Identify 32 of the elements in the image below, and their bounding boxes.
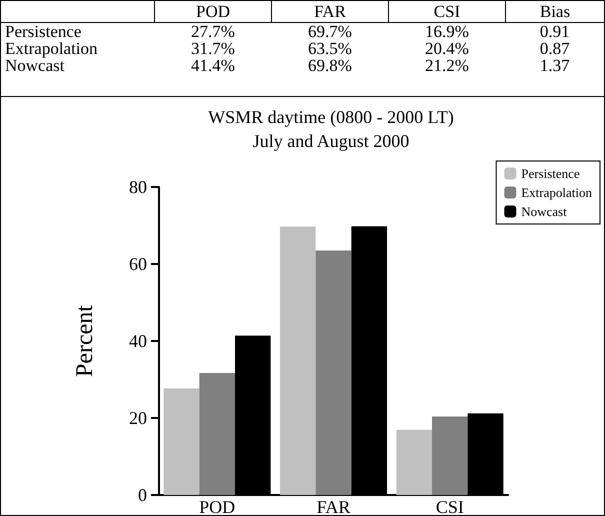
y-tick-label: 0: [138, 485, 147, 505]
data-label: 21.2%: [424, 56, 470, 77]
category-label: POD: [196, 2, 230, 21]
x-tick-label: POD: [199, 497, 236, 516]
data-label: 69.8%: [307, 56, 353, 77]
data-label: 41.4%: [190, 56, 236, 77]
x-tick-label: FAR: [316, 497, 350, 516]
y-tick-label: 80: [129, 177, 147, 197]
data-label: 31.7%: [190, 39, 236, 58]
data-label: 16.9%: [424, 22, 470, 41]
data-label: 69.7%: [307, 22, 353, 41]
x-tick-label: CSI: [436, 497, 464, 516]
legend-label: Extrapolation: [521, 185, 592, 200]
data-label: 63.5%: [307, 39, 353, 58]
data-label: 27.7%: [190, 22, 236, 41]
text: Persistence: [5, 22, 82, 41]
category-label: FAR: [314, 2, 346, 21]
text: 1.37: [538, 56, 571, 77]
legend-label: Nowcast: [521, 204, 568, 219]
y-axis-title: Percent: [72, 304, 98, 377]
chart-title: WSMR daytime (0800 - 2000 LT): [208, 107, 454, 127]
data-label: 20.4%: [424, 39, 470, 58]
y-tick-label: 60: [129, 254, 147, 274]
category-label: CSI: [434, 2, 460, 21]
y-tick-label: 20: [129, 408, 147, 428]
y-tick-label: 40: [129, 331, 147, 351]
legend-label: Persistence: [521, 166, 580, 181]
text: 0.87: [538, 39, 571, 58]
chart-subtitle: July and August 2000: [252, 131, 410, 151]
text: 0.91: [538, 22, 571, 41]
text: Bias: [506, 1, 604, 22]
text: Extrapolation: [5, 39, 98, 58]
